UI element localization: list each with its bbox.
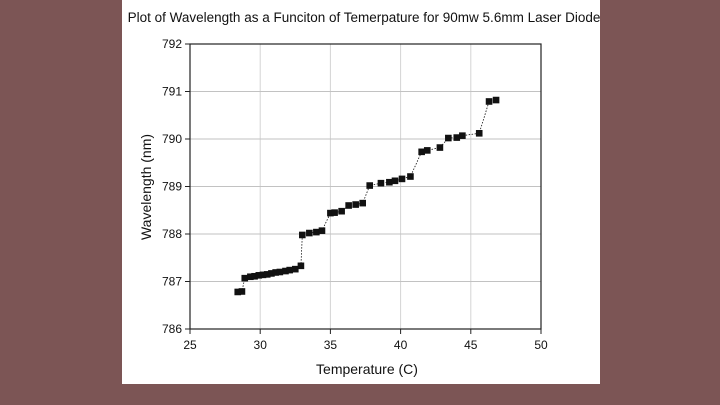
data-point-marker	[272, 269, 279, 276]
data-point-marker	[423, 147, 431, 154]
x-tick-label: 45	[464, 338, 478, 352]
y-tick-label: 791	[162, 85, 182, 99]
data-points	[234, 96, 500, 296]
data-point-marker	[292, 265, 299, 273]
data-point-marker	[268, 270, 275, 277]
data-point-marker	[297, 262, 305, 270]
data-point-marker	[485, 98, 493, 105]
y-tick-label: 786	[162, 322, 182, 336]
x-tick-label: 50	[534, 338, 548, 352]
data-point-marker	[492, 96, 500, 104]
data-point-marker	[247, 273, 254, 281]
x-tick-label: 25	[183, 338, 197, 352]
y-axis-label: Wavelength (nm)	[138, 134, 154, 240]
data-point-marker	[345, 202, 352, 209]
y-tick-label: 790	[162, 132, 182, 146]
data-point-marker	[286, 266, 293, 274]
grid-lines	[190, 44, 541, 329]
data-point-marker	[255, 272, 263, 279]
y-tick-label: 787	[162, 275, 182, 289]
x-tick-label: 30	[254, 338, 268, 352]
data-point-marker	[251, 272, 258, 280]
data-point-marker	[306, 229, 313, 237]
data-point-marker	[331, 209, 338, 216]
chart-card: Plot of Wavelength as a Funciton of Teme…	[122, 0, 600, 384]
data-point-marker	[475, 130, 483, 137]
data-point-marker	[318, 227, 326, 234]
chart-title: Plot of Wavelength as a Funciton of Teme…	[128, 10, 600, 25]
wavelength-chart: Plot of Wavelength as a Funciton of Teme…	[128, 10, 600, 377]
data-point-marker	[445, 134, 452, 142]
data-point-marker	[299, 231, 306, 239]
y-tick-label: 792	[162, 37, 182, 51]
data-point-marker	[453, 134, 461, 141]
data-point-marker	[377, 179, 385, 187]
data-point-marker	[366, 182, 374, 189]
data-point-marker	[391, 177, 399, 185]
data-point-marker	[263, 271, 271, 278]
data-point-marker	[241, 274, 249, 282]
data-point-marker	[338, 207, 345, 215]
data-point-marker	[407, 173, 414, 180]
tick-labels: 25 30 35 40 45 50 786 787 788 789 790 791 792	[162, 37, 548, 352]
y-tick-label: 788	[162, 227, 182, 241]
data-point-marker	[259, 271, 267, 279]
data-point-marker	[398, 175, 406, 183]
data-point-marker	[386, 178, 393, 186]
plot-frame	[189, 43, 542, 330]
x-tick-label: 35	[324, 338, 338, 352]
x-axis-label: Temperature (C)	[316, 361, 418, 377]
data-point-marker	[282, 267, 289, 275]
data-point-marker	[418, 148, 425, 156]
data-point-marker	[436, 144, 444, 151]
data-point-marker	[238, 288, 246, 295]
y-tick-label: 789	[162, 180, 182, 194]
data-point-marker	[352, 201, 359, 208]
x-tick-label: 40	[394, 338, 408, 352]
series-line	[237, 99, 497, 293]
data-point-marker	[313, 228, 320, 236]
series-connector-line	[237, 99, 497, 293]
data-point-marker	[234, 288, 242, 296]
data-point-marker	[327, 209, 334, 217]
data-point-marker	[359, 199, 366, 207]
data-point-marker	[459, 132, 466, 139]
data-point-marker	[276, 268, 284, 276]
axis-ticks	[185, 43, 542, 334]
